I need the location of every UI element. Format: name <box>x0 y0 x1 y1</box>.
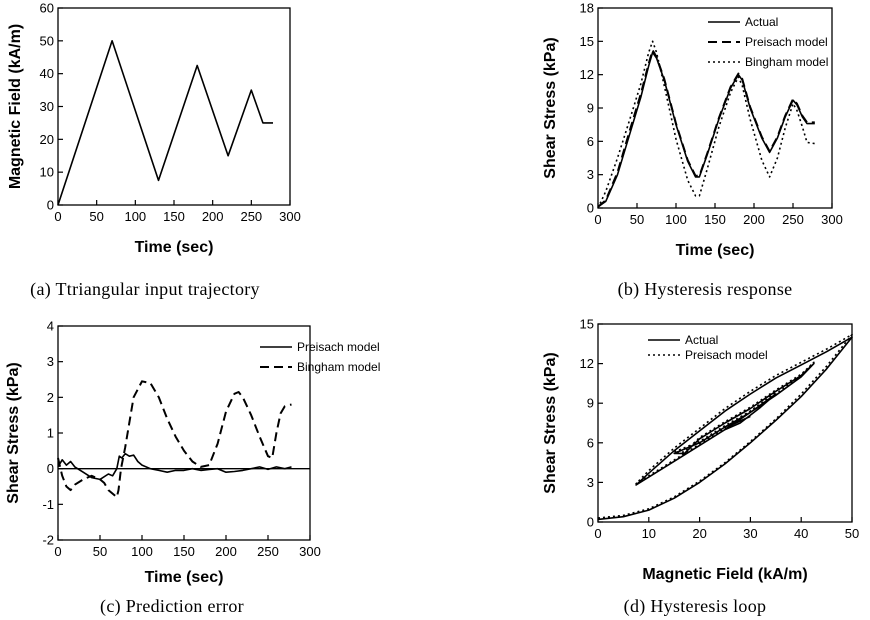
y-tick-label: 0 <box>47 461 54 476</box>
y-tick-label: 30 <box>40 99 54 114</box>
legend: Actual Preisach model Bingham model <box>708 15 828 69</box>
x-tick-label: 20 <box>692 526 706 541</box>
y-tick-label: 3 <box>47 354 54 369</box>
plot-frame <box>597 323 853 523</box>
x-tick-label: 250 <box>257 544 279 559</box>
y-tick-label: 6 <box>587 435 594 450</box>
x-tick-label: 50 <box>93 544 107 559</box>
x-tick-label: 200 <box>202 209 224 224</box>
x-axis-label: Time (sec) <box>145 569 224 586</box>
chart-panel-c: 0 50 100 150 200 250 300 -2 -1 0 1 2 3 4 Time (sec) She… <box>5 319 380 618</box>
y-tick-label: 3 <box>587 475 594 490</box>
series-line-preisach-model <box>597 333 853 519</box>
x-tick-label: 200 <box>215 544 237 559</box>
y-tick-label: 10 <box>40 165 54 180</box>
y-tick-label: 40 <box>40 66 54 81</box>
y-tick-label: -1 <box>42 497 54 512</box>
x-tick-label: 300 <box>299 544 321 559</box>
chart-panel-d: 0 10 20 30 40 50 0 3 6 9 12 15 Magnetic Field (kA/m)… <box>542 317 859 618</box>
y-tick-label: 12 <box>580 356 594 371</box>
panel-caption: (b) Hysteresis response <box>618 279 793 300</box>
panel-caption: (d) Hysteresis loop <box>624 596 767 617</box>
series-line-actual <box>597 51 815 208</box>
x-tick-label: 30 <box>743 526 757 541</box>
legend: Preisach model Bingham model <box>260 340 380 374</box>
legend-label: Bingham model <box>745 55 828 69</box>
legend-label: Preisach model <box>745 35 828 49</box>
x-tick-label: 150 <box>173 544 195 559</box>
series-line-main <box>57 39 273 206</box>
y-tick-label: 0 <box>587 515 594 530</box>
x-tick-label: 250 <box>240 209 262 224</box>
series-line-bingham-model <box>597 40 815 209</box>
x-tick-label: 0 <box>594 212 601 227</box>
y-tick-label: 50 <box>40 33 54 48</box>
legend-label: Actual <box>685 333 718 347</box>
x-tick-label: 100 <box>131 544 153 559</box>
y-tick-label: 4 <box>47 319 54 334</box>
x-tick-label: 10 <box>642 526 656 541</box>
y-tick-label: 60 <box>40 1 54 16</box>
legend-label: Actual <box>745 15 778 29</box>
chart-panel-a: 0 50 100 150 200 250 300 0 10 20 30 40 50 60 Time (sec… <box>7 1 301 301</box>
x-tick-label: 50 <box>845 526 859 541</box>
y-axis-label: Shear Stress (kPa) <box>5 362 22 503</box>
y-tick-label: 18 <box>580 1 594 16</box>
x-axis-label: Time (sec) <box>135 239 214 256</box>
chart-panel-b: 0 50 100 150 200 250 300 0 3 6 9 12 15 18 Time (sec) Sh… <box>542 1 843 301</box>
y-tick-label: 15 <box>580 34 594 49</box>
x-tick-label: 150 <box>163 209 185 224</box>
legend-label: Preisach model <box>297 340 380 354</box>
y-tick-label: -2 <box>42 533 54 548</box>
y-axis-label: Shear Stress (kPa) <box>542 352 559 493</box>
series-line-bingham-model <box>57 380 292 499</box>
panel-caption: (a) Ttriangular input trajectory <box>30 279 260 300</box>
plot-frame <box>57 7 291 206</box>
x-axis-label: Time (sec) <box>676 242 755 259</box>
y-tick-label: 12 <box>580 67 594 82</box>
y-tick-label: 0 <box>47 198 54 213</box>
y-tick-label: 9 <box>587 396 594 411</box>
x-tick-label: 50 <box>89 209 103 224</box>
legend-label: Preisach model <box>685 348 768 362</box>
y-axis-label: Magnetic Field (kA/m) <box>7 24 24 189</box>
x-tick-label: 0 <box>54 544 61 559</box>
x-tick-label: 250 <box>782 212 804 227</box>
y-tick-label: 1 <box>47 426 54 441</box>
x-axis-label: Magnetic Field (kA/m) <box>642 566 807 583</box>
legend-label: Bingham model <box>297 360 380 374</box>
x-tick-label: 0 <box>54 209 61 224</box>
y-tick-label: 3 <box>587 167 594 182</box>
x-tick-label: 50 <box>630 212 644 227</box>
series-line-preisach-model <box>597 49 815 208</box>
y-tick-label: 6 <box>587 134 594 149</box>
y-tick-label: 15 <box>580 317 594 332</box>
y-tick-label: 0 <box>587 201 594 216</box>
x-tick-label: 150 <box>704 212 726 227</box>
panel-caption: (c) Prediction error <box>100 596 244 617</box>
y-axis-label: Shear Stress (kPa) <box>542 37 559 178</box>
x-tick-label: 300 <box>279 209 301 224</box>
x-tick-label: 100 <box>665 212 687 227</box>
y-tick-label: 9 <box>587 101 594 116</box>
x-tick-label: 40 <box>794 526 808 541</box>
plot-frame <box>57 325 311 541</box>
y-tick-label: 2 <box>47 390 54 405</box>
y-tick-label: 20 <box>40 132 54 147</box>
x-tick-label: 300 <box>821 212 843 227</box>
series-line-actual <box>597 336 853 521</box>
x-tick-label: 200 <box>743 212 765 227</box>
x-tick-label: 0 <box>594 526 601 541</box>
x-tick-label: 100 <box>124 209 146 224</box>
